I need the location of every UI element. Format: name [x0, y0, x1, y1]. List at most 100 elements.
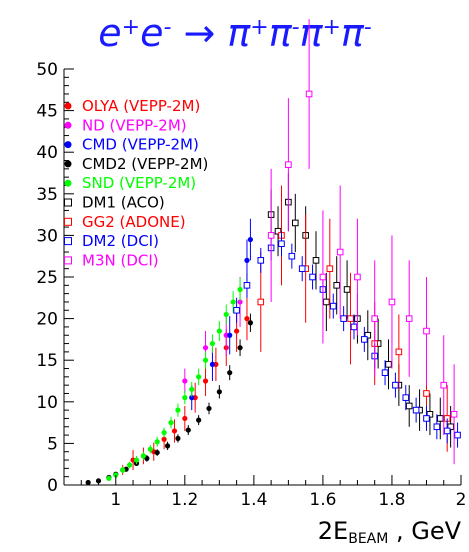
data-point [340, 315, 347, 322]
legend-marker [64, 256, 72, 265]
data-point [140, 453, 146, 459]
data-point [247, 236, 254, 243]
data-point [237, 299, 243, 305]
data-point [381, 369, 389, 376]
y-tick-label: 5 [47, 434, 58, 454]
data-point [216, 389, 222, 395]
data-point [209, 361, 216, 367]
data-point [164, 443, 171, 449]
data-point [223, 311, 229, 318]
data-point [426, 410, 434, 418]
data-point [436, 415, 444, 422]
data-point [423, 327, 430, 335]
x-axis-title-unit: , GeV [388, 517, 461, 545]
y-tick-label: 20 [36, 310, 58, 330]
data-point [202, 378, 209, 384]
data-point [291, 219, 299, 227]
data-point [395, 348, 403, 356]
data-point [154, 439, 160, 445]
data-point [278, 240, 285, 248]
data-point [216, 328, 222, 334]
title-arrow: → [171, 11, 227, 55]
data-point [182, 415, 188, 422]
legend-label: CMD (VEPP-2M) [82, 136, 199, 154]
data-point [244, 257, 250, 263]
data-point [385, 361, 392, 368]
title-particle: π [269, 11, 293, 55]
legend-marker [64, 141, 72, 149]
data-point [454, 431, 461, 439]
data-point [233, 306, 240, 314]
title-charge: + [122, 15, 140, 40]
data-point [323, 298, 330, 306]
data-point [319, 273, 327, 281]
data-point [347, 315, 354, 322]
data-point [196, 374, 202, 380]
series [267, 19, 458, 465]
data-point [202, 357, 209, 363]
title-charge: - [364, 15, 372, 40]
title-particle: π [341, 11, 365, 55]
data-point [161, 429, 167, 436]
y-tick-label: 40 [36, 143, 58, 163]
data-point [189, 395, 195, 401]
series [189, 218, 254, 411]
legend-marker [64, 217, 72, 226]
x-axis-label: 2EBEAM , GeV [318, 517, 462, 547]
legend-label: ND (VEPP-2M) [82, 116, 187, 134]
data-point [423, 415, 430, 422]
data-point [257, 298, 265, 306]
title-particle: π [300, 11, 324, 55]
title-charge: + [322, 15, 340, 40]
title-charge: - [163, 15, 171, 40]
legend-label: DM2 (DCI) [82, 232, 159, 250]
y-tick-label: 0 [47, 476, 58, 496]
y-tick-label: 15 [36, 351, 58, 371]
y-tick-label: 35 [36, 185, 58, 205]
data-point [247, 320, 254, 326]
data-point [388, 298, 396, 306]
data-point [133, 457, 140, 463]
data-point [161, 436, 167, 442]
series [106, 272, 250, 481]
series [233, 231, 461, 448]
data-point [202, 345, 209, 351]
data-point [364, 331, 372, 339]
data-point [230, 299, 236, 305]
legend-label: GG2 (ADONE) [82, 213, 186, 231]
data-point [120, 467, 126, 473]
data-point [171, 428, 178, 434]
data-point [234, 328, 240, 334]
data-point [209, 340, 216, 347]
legend-marker [64, 121, 72, 129]
data-point [305, 90, 313, 98]
data-point [85, 479, 91, 486]
legend-label: OLYA (VEPP-2M) [82, 97, 200, 115]
x-tick-label: 2 [456, 490, 467, 510]
title-particle: π [227, 11, 251, 55]
data-point [182, 395, 188, 401]
chart-title: e+e- → π+π-π+π- [98, 11, 372, 55]
data-point [405, 315, 413, 322]
plot-area [85, 19, 461, 486]
x-axis-title-sub: BEAM [348, 531, 388, 547]
data-point [237, 286, 243, 293]
y-tick-label: 25 [36, 268, 58, 288]
title-particle: e [140, 11, 163, 55]
data-point [354, 273, 361, 281]
data-point [343, 286, 351, 293]
data-point [257, 257, 265, 264]
title-charge: + [250, 15, 268, 40]
data-point [405, 402, 413, 410]
x-tick-label: 1.8 [378, 490, 405, 510]
data-point [336, 248, 344, 256]
data-point [402, 394, 410, 401]
x-axis-title: 2EBEAM , GeV [318, 517, 462, 547]
title-particle: e [98, 11, 121, 55]
data-point [244, 316, 250, 322]
data-point [196, 417, 202, 423]
data-point [412, 406, 420, 414]
data-point [443, 427, 451, 435]
data-point [312, 257, 320, 264]
